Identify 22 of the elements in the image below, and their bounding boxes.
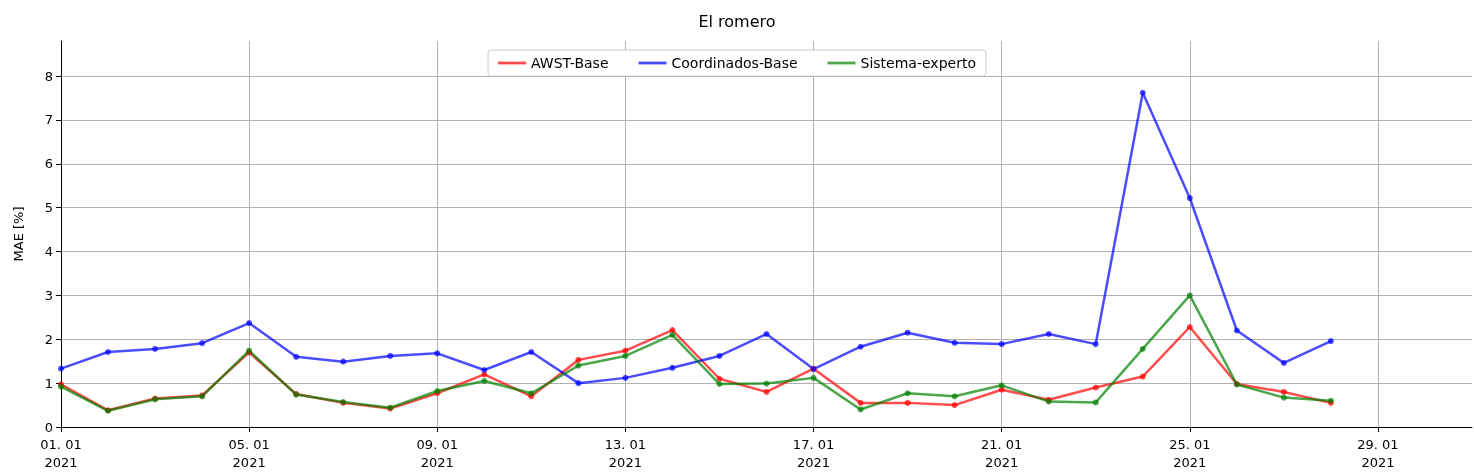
x-tick-label: 21. 01 2021	[980, 436, 1023, 470]
y-tick-label: 3	[44, 287, 53, 303]
chart-title: El romero	[698, 11, 776, 31]
legend-label: Coordinados-Base	[671, 55, 798, 71]
y-tick-label: 8	[44, 68, 53, 84]
x-tick-label: 29. 01 2021	[1357, 436, 1399, 470]
legend-label: AWST-Base	[531, 55, 609, 71]
x-tick-label: 25. 01 2021	[1169, 436, 1211, 470]
y-tick-label: 2	[44, 331, 53, 347]
y-tick-label: 5	[44, 200, 53, 216]
x-tick-label: 05. 01 2021	[228, 436, 270, 470]
y-tick-label: 7	[44, 112, 53, 128]
y-tick-label: 0	[44, 419, 53, 435]
x-tick-label: 17. 01 2021	[792, 436, 835, 470]
y-tick-label: 6	[44, 156, 53, 172]
y-tick-label: 1	[44, 375, 53, 391]
x-tick-label: 13. 01 2021	[604, 436, 647, 470]
legend-label: Sistema-experto	[860, 55, 976, 71]
x-tick-label: 01. 01 2021	[40, 436, 82, 470]
y-tick-label: 4	[44, 244, 53, 260]
y-axis-title: MAE [%]	[11, 206, 26, 262]
x-tick-label: 09. 01 2021	[416, 436, 458, 470]
